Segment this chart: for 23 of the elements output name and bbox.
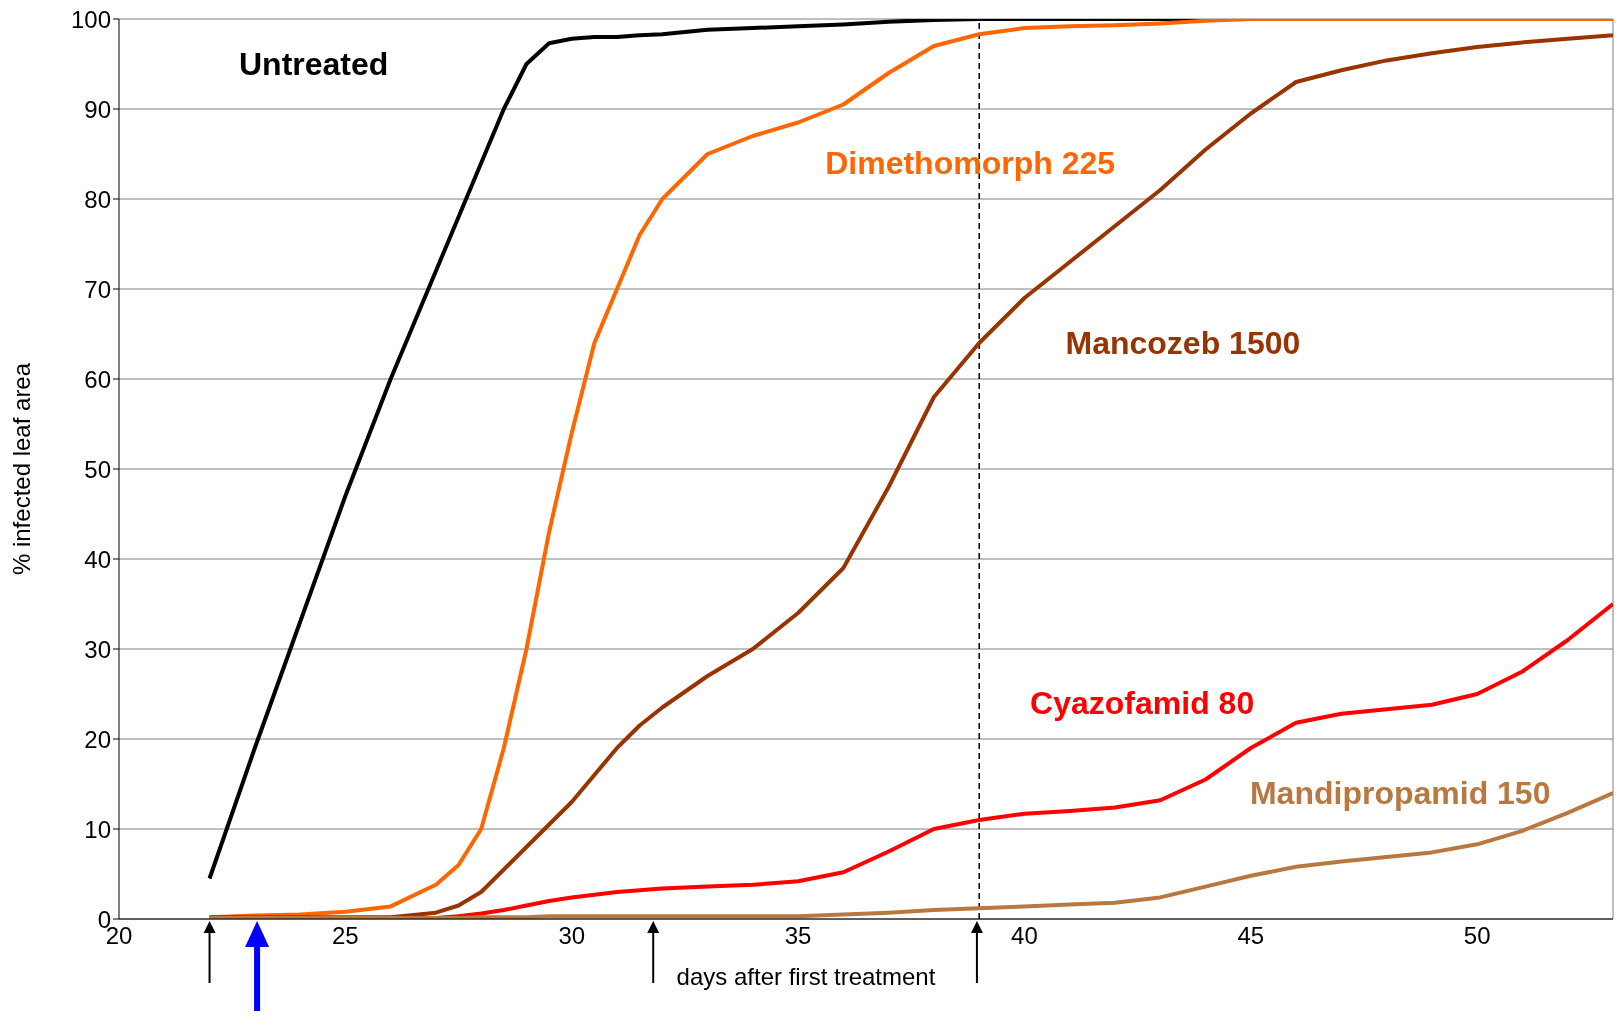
y-tick-label: 90 [84, 95, 111, 123]
x-tick-label: 35 [784, 922, 812, 950]
y-tick-label: 100 [70, 5, 111, 33]
x-tick-label: 40 [1011, 922, 1038, 950]
y-tick-label: 10 [84, 815, 111, 843]
y-tick-label: 20 [84, 725, 111, 753]
y-tick-label: 40 [84, 545, 111, 573]
y-tick-label: 30 [84, 635, 111, 663]
x-tick-label: 25 [332, 922, 359, 950]
x-tick-label: 45 [1237, 922, 1265, 950]
x-tick-label: 30 [558, 922, 586, 950]
y-tick-label: 80 [84, 185, 111, 213]
series-label: Mandipropamid 150 [1249, 775, 1551, 812]
y-tick-label: 70 [84, 275, 111, 303]
series-label: Cyazofamid 80 [1030, 685, 1255, 722]
y-tick-label: 60 [84, 365, 111, 393]
x-axis-title: days after first treatment [676, 963, 936, 990]
text: Untreated [238, 46, 389, 83]
y-axis-title: % infected leaf area [7, 362, 35, 576]
series-label: Dimethomorph 225 [825, 145, 1116, 182]
y-tick-label: 50 [84, 455, 111, 483]
x-tick-label: 50 [1463, 922, 1491, 950]
series-label: Mancozeb 1500 [1065, 325, 1301, 362]
